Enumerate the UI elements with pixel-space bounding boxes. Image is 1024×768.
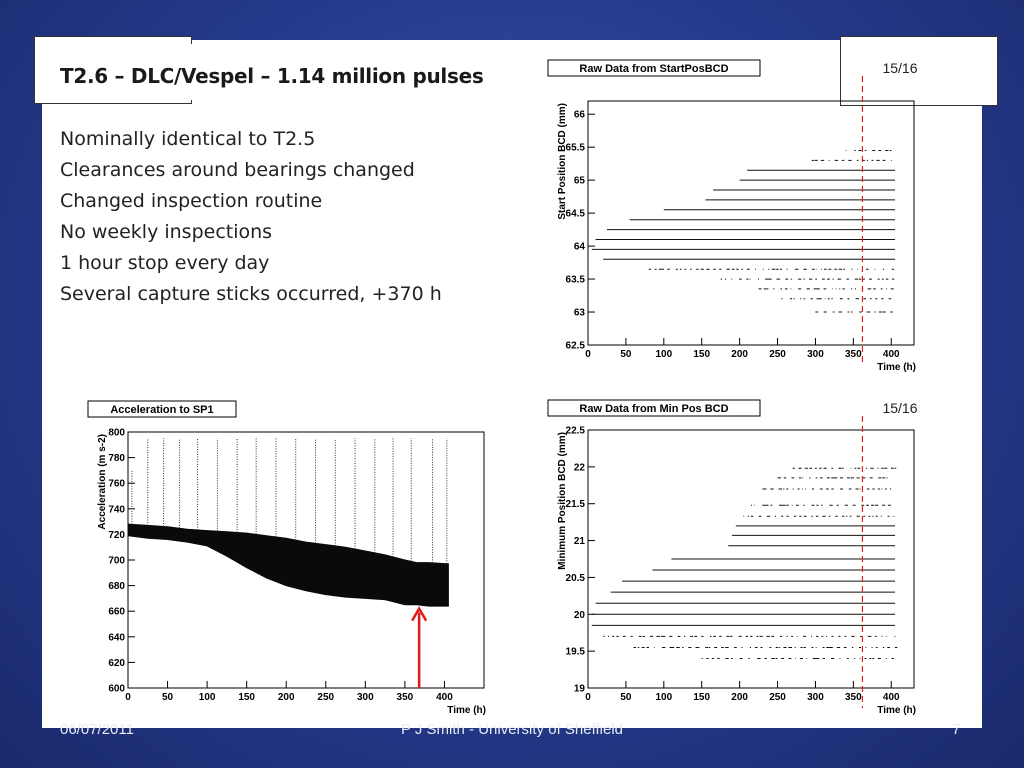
x-tick-label: 400 [883,349,900,360]
x-tick-label: 250 [769,349,786,360]
x-tick-label: 250 [317,692,334,703]
x-tick-label: 300 [807,692,824,703]
x-tick-label: 400 [436,692,453,703]
y-tick-label: 640 [108,632,125,643]
y-tick-label: 21.5 [566,499,586,510]
slide-canvas [42,40,982,728]
y-tick-label: 21 [574,536,586,547]
chart-title-box [547,59,761,77]
footer-author: P J Smith - University of Sheffield [400,721,624,738]
start-position-chart: 0 50 100 150 200 250 300 350 400 62.5 63 63.5 64 64.5… [547,59,918,373]
bullet-list: Nominally identical to T2.5 Clearances a… [60,124,442,310]
y-tick-label: 680 [108,581,125,592]
x-tick-label: 0 [125,692,131,703]
frame-corner-right [840,36,998,106]
x-tick-label: 150 [238,692,255,703]
y-tick-label: 720 [108,530,125,541]
y-tick-label: 64 [574,242,586,253]
y-tick-label: 19 [574,684,586,695]
x-tick-label: 0 [585,692,591,703]
x-tick-label: 100 [199,692,216,703]
x-tick-label: 100 [655,349,672,360]
footer-page-number: 7 [952,721,961,738]
x-tick-label: 50 [620,692,632,703]
y-tick-label: 660 [108,607,125,618]
x-tick-label: 350 [397,692,414,703]
y-tick-label: 64.5 [566,209,586,220]
y-axis-label: Acceleration (m s-2) [97,434,108,530]
y-tick-label: 20.5 [566,573,586,584]
plot-frame [587,100,915,346]
y-tick-label: 760 [108,479,125,490]
x-axis-label: Time (h) [877,362,916,373]
x-tick-label: 150 [693,349,710,360]
x-tick-label: 50 [162,692,174,703]
y-tick-label: 22.5 [566,426,586,437]
bullet-item: Several capture sticks occurred, +370 h [60,283,442,305]
y-tick-label: 700 [108,556,125,567]
x-tick-label: 400 [883,692,900,703]
y-axis-label: Minimum Position BCD (mm) [557,432,568,570]
y-tick-label: 63.5 [566,275,586,286]
x-tick-label: 50 [620,349,632,360]
slide-title: T2.6 – DLC/Vespel – 1.14 million pulses [60,64,484,88]
x-tick-label: 200 [731,692,748,703]
bullet-item: No weekly inspections [60,221,273,243]
x-tick-label: 350 [845,692,862,703]
y-tick-label: 600 [108,684,125,695]
bullet-item: 1 hour stop every day [60,252,270,274]
chart-title: Acceleration to SP1 [110,404,213,416]
y-tick-label: 20 [574,610,586,621]
x-axis-label: Time (h) [877,705,916,716]
chart-page-label: 15/16 [882,60,917,76]
x-tick-label: 300 [357,692,374,703]
x-tick-label: 250 [769,692,786,703]
minimum-position-chart: 0 50 100 150 200 250 300 350 400 19 19.5 20 20.5 21 21… [547,399,918,716]
y-tick-label: 22 [574,462,586,473]
chart-title: Raw Data from StartPosBCD [579,63,728,75]
red-arrow-head [411,606,428,622]
x-tick-label: 200 [278,692,295,703]
y-tick-label: 65 [574,176,586,187]
data-band [127,523,449,607]
chart-title-box [547,399,761,417]
x-tick-label: 200 [731,349,748,360]
footer-date: 06/07/2011 [60,721,134,738]
y-axis-label: Start Position BCD (mm) [557,103,568,220]
y-tick-label: 19.5 [566,647,586,658]
bullet-item: Nominally identical to T2.5 [60,128,316,150]
y-tick-label: 740 [108,504,125,515]
chart-page-label: 15/16 [882,400,917,416]
y-tick-label: 780 [108,453,125,464]
x-tick-label: 100 [655,692,672,703]
x-tick-label: 300 [807,349,824,360]
x-tick-label: 0 [585,349,591,360]
acceleration-chart: 0 50 100 150 200 250 300 350 400 600 620 640 660 680 7… [87,400,486,716]
title-backing [42,44,562,100]
y-tick-label: 62.5 [566,341,586,352]
x-tick-label: 150 [693,692,710,703]
bullet-item: Clearances around bearings changed [60,159,415,181]
y-tick-label: 63 [574,308,586,319]
chart-title-box [87,400,237,418]
plot-frame [587,429,915,689]
chart-title: Raw Data from Min Pos BCD [579,403,728,415]
y-tick-label: 65.5 [566,143,586,154]
y-tick-label: 66 [574,110,586,121]
y-tick-label: 800 [108,428,125,439]
bullet-item: Changed inspection routine [60,190,323,212]
y-tick-label: 620 [108,658,125,669]
x-tick-label: 350 [845,349,862,360]
x-axis-label: Time (h) [447,705,486,716]
